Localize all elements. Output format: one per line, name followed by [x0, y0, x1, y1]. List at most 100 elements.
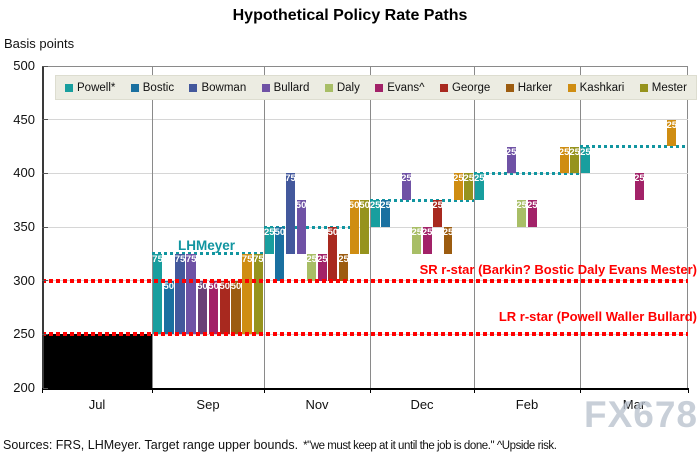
- lhmeyer-step-segment: [370, 198, 474, 202]
- legend-label: Daly: [336, 81, 360, 94]
- plot-frame-top: [42, 66, 688, 67]
- rate-bar-bowman: [285, 173, 296, 254]
- source-text: Sources: FRS, LHMeyer. Target range uppe…: [3, 438, 299, 452]
- rate-bar-bostic: [381, 200, 391, 227]
- bar-hike-label: 25: [505, 146, 517, 158]
- rate-bar-bowman: [175, 253, 185, 335]
- y-tick-label: 350: [13, 219, 35, 234]
- bar-hike-label: 50: [295, 200, 307, 212]
- bar-hike-label: 25: [432, 200, 443, 212]
- y-tick-label: 500: [13, 58, 35, 73]
- bar-hike-label: 75: [152, 253, 163, 265]
- legend-label: Evans^: [387, 81, 425, 94]
- rate-bar-kashkari: [242, 253, 253, 335]
- x-tick-mark: [370, 388, 371, 393]
- bar-hike-label: 25: [317, 253, 328, 265]
- rstar-dotted-line: [42, 332, 688, 337]
- rate-bar-kashkari: [349, 200, 359, 254]
- x-tick-mark: [152, 388, 153, 393]
- bar-hike-label: 25: [264, 227, 275, 238]
- bar-hike-label: 75: [185, 253, 197, 265]
- x-tick-label: Feb: [515, 397, 539, 412]
- rate-bar-harker: [443, 227, 453, 254]
- jul-current-range-block: [42, 334, 152, 388]
- bar-hike-label: 25: [666, 119, 678, 131]
- y-tick-label: 300: [13, 272, 35, 288]
- x-tick-mark: [474, 388, 475, 393]
- y-tick-mark: [42, 280, 48, 282]
- bar-hike-label: 25: [580, 146, 591, 158]
- rate-bar-powell: [152, 253, 163, 335]
- x-tick-mark: [42, 388, 43, 393]
- bar-hike-label: 25: [411, 227, 423, 238]
- rate-bar-george: [219, 280, 230, 335]
- x-tick-mark: [264, 388, 265, 393]
- footnote-text: *"we must keep at it until the job is do…: [303, 440, 557, 452]
- bar-hike-label: 25: [306, 253, 317, 265]
- y-tick-mark: [42, 172, 48, 174]
- x-axis-line: [42, 388, 688, 390]
- fx678-watermark: FX678: [583, 394, 698, 435]
- rate-bar-bullard: [296, 200, 306, 254]
- bar-hike-label: 25: [516, 200, 527, 212]
- rate-bar-evans: [317, 253, 327, 281]
- legend-swatch: [505, 83, 514, 92]
- rate-bar-kashkari: [667, 119, 677, 147]
- rate-bar-bostic: [163, 280, 174, 335]
- rate-bar-bullard: [506, 146, 516, 174]
- legend-item-powell: Powell*: [65, 82, 115, 94]
- bar-hike-label: 25: [634, 173, 645, 185]
- y-tick-mark: [42, 387, 48, 389]
- rate-bar-powell: [474, 173, 484, 201]
- legend-swatch: [639, 83, 648, 92]
- x-tick-label: Nov: [305, 397, 329, 412]
- rate-bar-evans: [422, 227, 432, 254]
- legend-item-kashkari: Kashkari: [567, 82, 624, 94]
- bar-hike-label: 25: [442, 227, 454, 238]
- rate-bar-bullard: [186, 253, 197, 335]
- rate-bar-harker: [338, 253, 349, 281]
- bar-hike-label: 75: [241, 253, 253, 265]
- legend-swatch: [324, 83, 333, 92]
- rate-bar-george: [433, 200, 443, 227]
- rate-bar-mester: [464, 173, 474, 201]
- bar-hike-label: 25: [463, 173, 475, 185]
- legend-item-george: George: [439, 82, 490, 94]
- rate-bar-evans: [527, 200, 537, 227]
- sr-rstar-label: SR r-star (Barkin? Bostic Daly Evans Mes…: [419, 262, 697, 277]
- h-gridline: [42, 172, 688, 174]
- bar-hike-label: 25: [474, 173, 485, 185]
- rate-bar-kashkari: [453, 173, 463, 201]
- bar-hike-label: 25: [369, 200, 381, 212]
- bar-hike-label: 50: [359, 200, 370, 212]
- meeting-separator-gridline: [474, 66, 475, 388]
- bar-hike-label: 75: [285, 173, 296, 185]
- legend-item-evans: Evans^: [375, 81, 425, 94]
- y-tick-label: 400: [13, 165, 35, 181]
- y-axis-label: Basis points: [4, 36, 75, 51]
- bar-hike-label: 25: [380, 200, 391, 212]
- rate-bar-mester: [570, 146, 580, 174]
- legend-swatch: [130, 83, 139, 92]
- rate-bar-daly: [412, 227, 422, 254]
- rate-bar-kashkari: [559, 146, 569, 174]
- legend-item-bowman: Bowman: [189, 82, 246, 94]
- lhmeyer-step-segment: [264, 225, 370, 229]
- legend-label: Powell*: [77, 81, 116, 94]
- rate-bar-daly: [517, 200, 527, 227]
- rate-bar-george: [328, 227, 338, 281]
- h-gridline: [42, 119, 688, 121]
- y-tick-mark: [42, 226, 48, 228]
- bar-hike-label: 25: [453, 173, 464, 185]
- legend-swatch: [261, 83, 270, 92]
- y-tick-mark: [42, 119, 48, 121]
- bar-hike-label: 25: [421, 227, 433, 238]
- x-tick-label: Jul: [88, 397, 106, 412]
- rate-bar-powell: [264, 227, 274, 254]
- legend-label: Bowman: [201, 81, 247, 94]
- x-tick-mark: [688, 388, 689, 393]
